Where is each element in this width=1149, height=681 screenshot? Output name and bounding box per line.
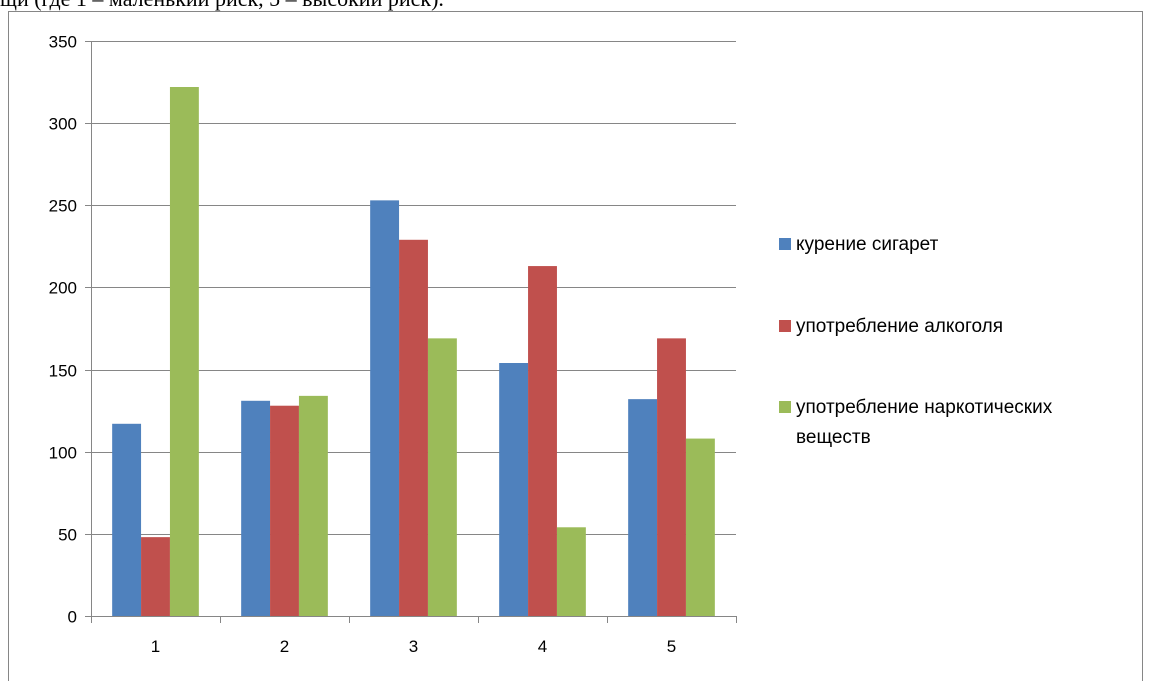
bar <box>241 400 271 616</box>
y-tick-label: 150 <box>49 362 77 381</box>
bar <box>141 537 170 616</box>
bar <box>427 338 457 616</box>
legend-label: курение сигарет <box>796 234 939 255</box>
y-tick-label: 200 <box>49 279 77 298</box>
y-tick-labels: 0 50 100 150 200 250 300 350 <box>49 33 77 627</box>
bar <box>657 338 686 616</box>
y-tick-label: 350 <box>49 33 77 52</box>
page-header-text: щи (где 1 – маленький риск, 5 – высокий … <box>0 0 1149 12</box>
y-tick-label: 50 <box>58 526 77 545</box>
bar <box>298 395 328 616</box>
x-tick-label: 5 <box>667 637 676 656</box>
legend: курение сигарет употребление алкоголя упот… <box>779 234 1053 448</box>
legend-label: употребление наркотических веществ <box>796 397 1053 448</box>
bar <box>270 405 299 616</box>
axes <box>85 41 737 623</box>
bar <box>169 87 199 616</box>
bar <box>499 363 529 616</box>
bar <box>528 266 557 616</box>
x-tick-label: 3 <box>409 637 418 656</box>
legend-label: употребление алкоголя <box>796 316 1003 337</box>
legend-swatch <box>779 238 791 250</box>
legend-swatch <box>779 401 791 413</box>
y-tick-label: 100 <box>49 444 77 463</box>
legend-swatch <box>779 320 791 332</box>
x-tick-labels: 1 2 3 4 5 <box>151 637 676 656</box>
bar <box>370 200 400 617</box>
bar <box>685 438 715 616</box>
chart-frame <box>8 11 1143 681</box>
y-tick-label: 0 <box>68 608 77 627</box>
bar <box>112 423 142 616</box>
bar <box>399 239 428 617</box>
bars <box>112 87 715 617</box>
x-tick-label: 4 <box>538 637 547 656</box>
y-tick-label: 300 <box>49 115 77 134</box>
bar <box>628 399 658 616</box>
x-tick-label: 2 <box>280 637 289 656</box>
bar <box>556 527 586 616</box>
y-tick-label: 250 <box>49 197 77 216</box>
x-tick-label: 1 <box>151 637 160 656</box>
